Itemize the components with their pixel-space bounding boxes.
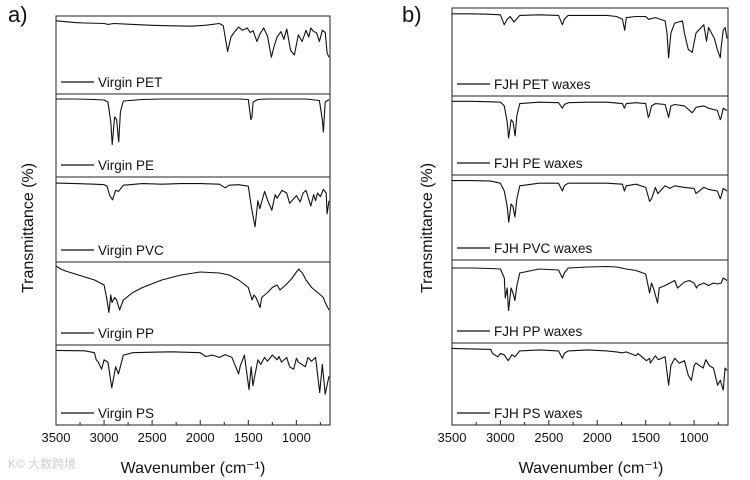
panel-b-x-axis-label: Wavenumber (cm⁻¹) [519, 460, 664, 477]
series-line [56, 98, 330, 146]
subplot-frame [55, 344, 331, 426]
x-tick-label: 3000 [486, 430, 515, 445]
legend-label: FJH PE waxes [494, 156, 583, 171]
legend-label: Virgin PS [98, 406, 154, 421]
series-line [452, 180, 728, 223]
legend-label: FJH PVC waxes [494, 241, 593, 256]
subplot-4: FJH PP waxes [451, 259, 729, 344]
panel-a-y-axis-label: Transmittance (%) [20, 163, 37, 293]
x-tick-label: 2000 [583, 430, 612, 445]
series-line [452, 100, 728, 139]
x-tick-label: 1000 [680, 430, 709, 445]
x-tick-label: 3500 [438, 430, 467, 445]
subplot-frame [451, 342, 729, 426]
panel-b-y-axis-label: Transmittance (%) [419, 163, 436, 293]
subplot-3: FJH PVC waxes [451, 174, 729, 261]
subplot-4: Virgin PP [55, 261, 331, 346]
x-tick-label: 3500 [42, 430, 71, 445]
series-line [55, 182, 330, 228]
legend-label: Virgin PE [98, 158, 154, 173]
x-tick-label: 2500 [138, 430, 167, 445]
legend-label: Virgin PET [98, 75, 162, 90]
subplot-1: FJH PET waxes [451, 7, 729, 97]
subplot-2: Virgin PE [55, 93, 331, 178]
panel-a-x-axis-label: Wavenumber (cm⁻¹) [121, 460, 266, 477]
panel-a-label: a) [8, 2, 28, 27]
legend-label: FJH PS waxes [494, 406, 583, 421]
legend-label: Virgin PP [98, 326, 154, 341]
x-tick-label: 3000 [90, 430, 119, 445]
x-tick-label: 1000 [282, 430, 311, 445]
subplot-3: Virgin PVC [55, 176, 331, 263]
legend-label: Virgin PVC [98, 243, 164, 258]
panel-a: a) Transmittance (%) Virgin PET Virgin PE… [8, 2, 331, 477]
x-tick-label: 2000 [186, 430, 215, 445]
subplot-1: Virgin PET [55, 15, 331, 95]
series-line [55, 349, 330, 395]
panel-b-label: b) [402, 2, 422, 27]
x-tick-label: 1500 [631, 430, 660, 445]
legend-label: FJH PET waxes [494, 77, 591, 92]
series-line [452, 13, 728, 59]
subplot-5: FJH PS waxes [451, 342, 729, 426]
series-line [55, 20, 330, 58]
series-line [452, 265, 728, 312]
watermark-text: K© 大数跨境 [8, 456, 76, 471]
x-tick-label: 1500 [234, 430, 263, 445]
series-line [451, 347, 728, 391]
series-line [55, 265, 330, 314]
panel-b: b) Transmittance (%) FJH PET waxes FJH PE… [402, 2, 729, 477]
legend-label: FJH PP waxes [494, 324, 583, 339]
x-tick-label: 2500 [534, 430, 563, 445]
subplot-5: Virgin PS [55, 344, 331, 426]
subplot-2: FJH PE waxes [451, 95, 729, 176]
